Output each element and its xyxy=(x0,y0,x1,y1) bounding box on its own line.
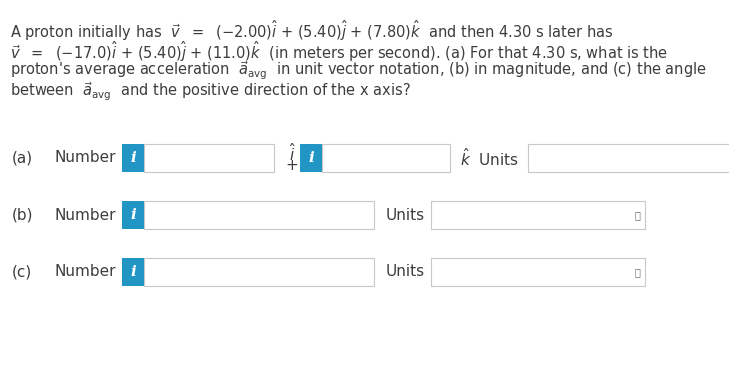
Text: $\hat{k}$  Units: $\hat{k}$ Units xyxy=(460,147,519,169)
Text: $\vec{v}$  $=$  $(-17.0)\hat{i}$ + $(5.40)\hat{j}$ + $(11.0)\hat{k}$  (in meters: $\vec{v}$ $=$ $(-17.0)\hat{i}$ + $(5.40)… xyxy=(10,39,668,64)
FancyBboxPatch shape xyxy=(528,144,729,172)
Text: A proton initially has  $\vec{v}$  $=$  $(-2.00)\hat{i}$ + $(5.40)\hat{j}$ + $(7: A proton initially has $\vec{v}$ $=$ $(-… xyxy=(10,18,614,43)
FancyBboxPatch shape xyxy=(431,201,645,229)
FancyBboxPatch shape xyxy=(431,258,645,286)
Text: ⌵: ⌵ xyxy=(634,267,640,277)
Text: i: i xyxy=(308,151,314,165)
FancyBboxPatch shape xyxy=(322,144,450,172)
Text: (c): (c) xyxy=(12,265,32,279)
FancyBboxPatch shape xyxy=(300,144,322,172)
Text: i: i xyxy=(130,208,136,222)
FancyBboxPatch shape xyxy=(122,201,144,229)
Text: (b): (b) xyxy=(12,208,34,222)
Text: Number: Number xyxy=(55,208,117,222)
Text: Units: Units xyxy=(386,265,425,279)
Text: Number: Number xyxy=(55,265,117,279)
FancyBboxPatch shape xyxy=(122,258,144,286)
FancyBboxPatch shape xyxy=(144,258,374,286)
Text: between  $\vec{a}_{\mathrm{avg}}$  and the positive direction of the x axis?: between $\vec{a}_{\mathrm{avg}}$ and the… xyxy=(10,81,410,104)
FancyBboxPatch shape xyxy=(144,201,374,229)
Text: Units: Units xyxy=(386,208,425,222)
FancyBboxPatch shape xyxy=(144,144,274,172)
Text: Number: Number xyxy=(55,151,117,165)
Text: $\hat{i}$: $\hat{i}$ xyxy=(289,142,295,164)
FancyBboxPatch shape xyxy=(122,144,144,172)
Text: ⌵: ⌵ xyxy=(634,210,640,220)
Text: proton's average acceleration  $\vec{a}_{\mathrm{avg}}$  in unit vector notation: proton's average acceleration $\vec{a}_{… xyxy=(10,60,707,83)
Text: +: + xyxy=(286,158,298,172)
Text: (a): (a) xyxy=(12,151,33,165)
Text: i: i xyxy=(130,151,136,165)
Text: i: i xyxy=(130,265,136,279)
